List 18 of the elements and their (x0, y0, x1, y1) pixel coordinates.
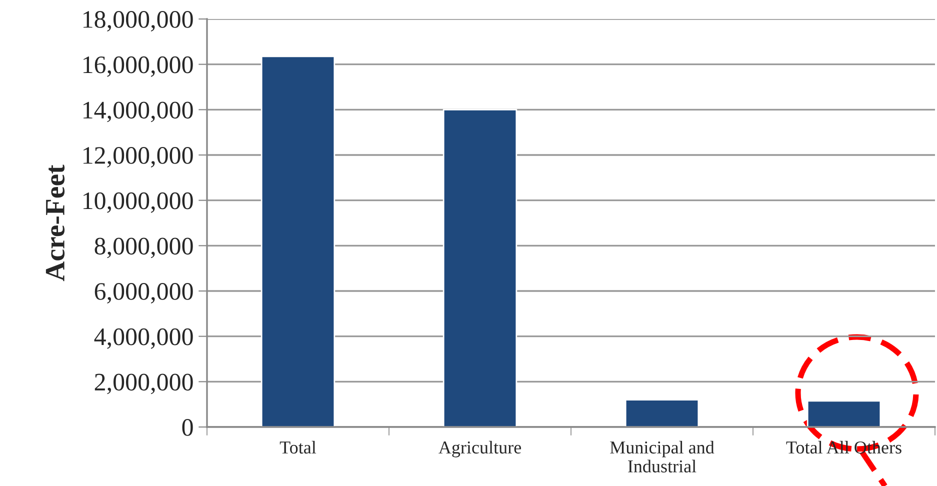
x-tick-label: Total (280, 440, 316, 454)
y-tick-label: 14,000,000 (84, 102, 193, 122)
y-tick-label: 16,000,000 (84, 56, 193, 77)
y-tick-label: 18,000,000 (84, 11, 193, 32)
y-tick-label: 0 (182, 419, 193, 436)
bar (624, 399, 700, 427)
y-tick-label: 4,000,000 (94, 328, 193, 349)
bar (260, 56, 336, 427)
y-axis-title: Acre-Feet (46, 164, 65, 282)
y-tick-label: 8,000,000 (94, 238, 193, 258)
bar (442, 108, 518, 427)
x-tick-label: Municipal and Industrial (610, 440, 714, 472)
y-tick-label: 12,000,000 (84, 147, 193, 168)
y-tick-label: 6,000,000 (94, 283, 193, 304)
bar (806, 400, 882, 427)
y-tick-label: 2,000,000 (94, 374, 193, 394)
y-tick-label: 10,000,000 (84, 192, 193, 213)
x-tick-label: Agriculture (438, 440, 521, 458)
